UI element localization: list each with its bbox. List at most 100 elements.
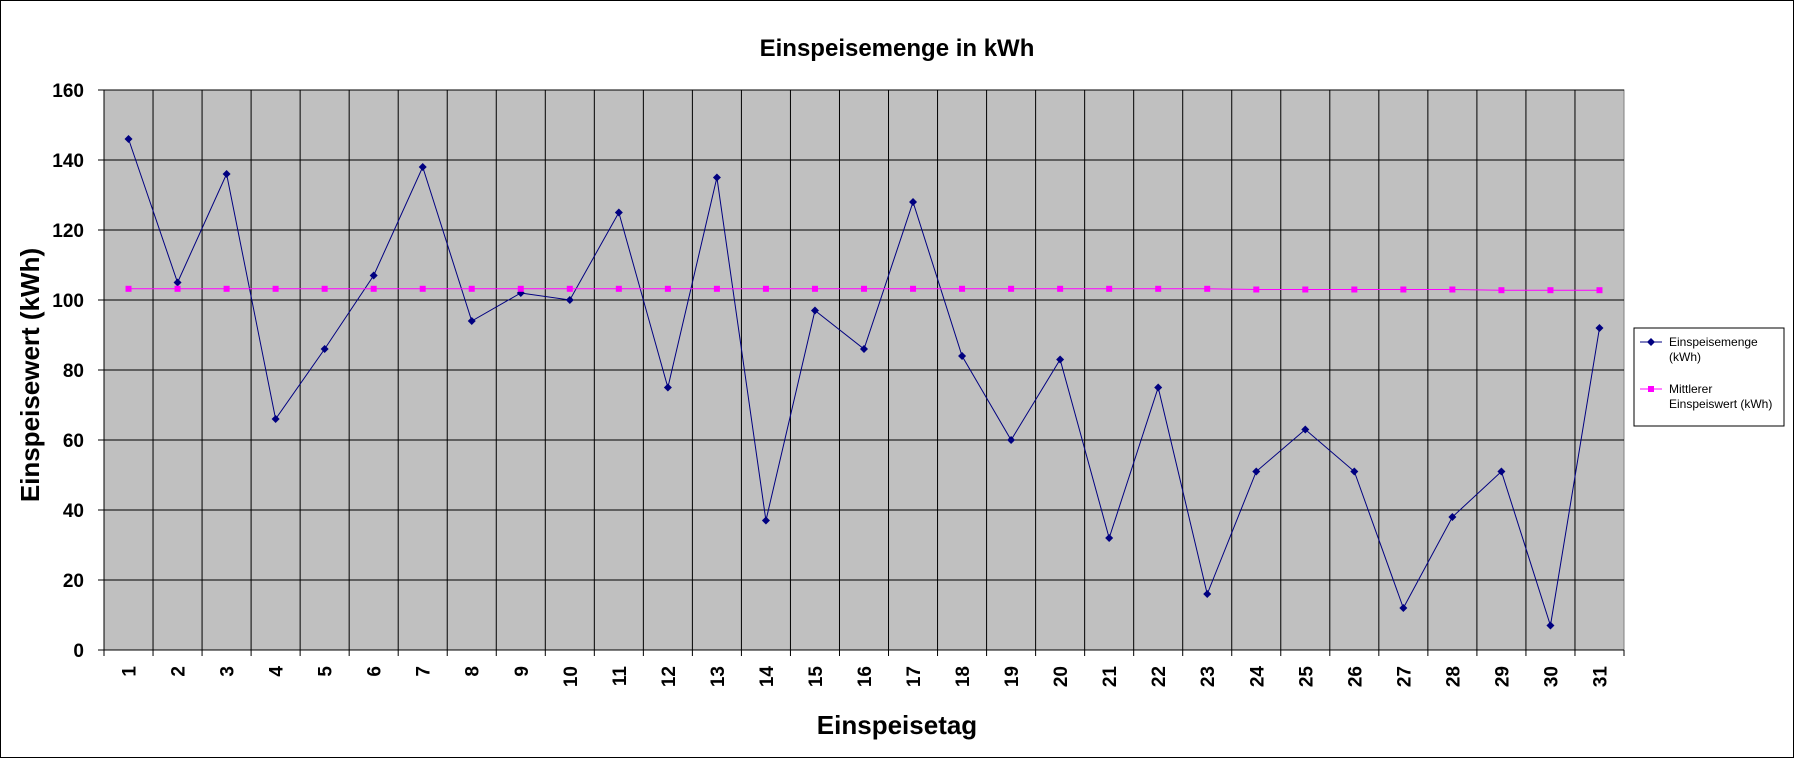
legend-label: (kWh) (1669, 350, 1701, 364)
data-point (1203, 590, 1212, 598)
data-point (467, 317, 476, 325)
data-point (958, 352, 967, 360)
y-tick-label: 120 (52, 221, 84, 242)
legend-marker (1647, 338, 1655, 346)
x-tick-label: 10 (561, 666, 582, 687)
x-tick-label: 9 (512, 666, 533, 677)
y-tick-label: 40 (63, 501, 84, 522)
y-tick-label: 100 (52, 291, 84, 312)
x-tick-label: 5 (316, 666, 337, 677)
data-point (1105, 534, 1114, 542)
x-tick-label: 17 (904, 666, 925, 687)
y-tick-label: 60 (63, 431, 84, 452)
y-tick-label: 0 (73, 641, 84, 662)
x-tick-label: 11 (610, 666, 631, 687)
x-tick-label: 3 (218, 666, 239, 677)
x-tick-label: 30 (1541, 666, 1562, 687)
x-axis-label: Einspeisetag (817, 710, 977, 740)
data-point (565, 296, 574, 304)
data-point (125, 285, 132, 292)
data-point (712, 173, 721, 182)
x-tick-label: 27 (1394, 666, 1415, 687)
legend-label: Mittlerer (1669, 382, 1712, 396)
data-point (663, 383, 672, 392)
data-point (1008, 285, 1015, 292)
data-point (1350, 467, 1359, 476)
data-point (761, 516, 770, 525)
x-tick-label: 23 (1198, 666, 1219, 687)
data-point (1448, 513, 1457, 521)
x-tick-label: 15 (806, 666, 827, 688)
x-tick-label: 4 (267, 666, 288, 677)
data-point (1007, 436, 1016, 444)
data-point (223, 285, 230, 292)
data-point (860, 345, 868, 353)
data-point (1595, 324, 1604, 332)
data-point (1498, 287, 1505, 294)
data-point (320, 345, 329, 353)
y-tick-label: 20 (63, 571, 84, 592)
data-point (174, 285, 181, 292)
data-point (370, 285, 377, 292)
x-tick-label: 8 (463, 666, 484, 677)
legend-box (1633, 327, 1785, 427)
data-point (615, 285, 622, 292)
data-point (1302, 286, 1309, 293)
data-point (910, 285, 917, 292)
x-tick-label: 12 (659, 666, 680, 687)
x-tick-label: 13 (708, 666, 729, 687)
x-tick-label: 20 (1051, 666, 1072, 687)
y-axis-label: Einspeisewert (kWh) (15, 248, 45, 502)
x-tick-label: 24 (1247, 666, 1268, 688)
data-point (1400, 286, 1407, 293)
y-tick-label: 140 (52, 151, 84, 172)
data-point (1497, 467, 1506, 476)
data-point (664, 285, 671, 292)
data-point (1253, 286, 1260, 293)
data-point (810, 306, 819, 315)
x-tick-label: 26 (1345, 666, 1366, 687)
data-point (1546, 621, 1555, 630)
x-tick-label: 28 (1443, 666, 1464, 687)
x-tick-label: 19 (1002, 666, 1023, 687)
data-point (909, 198, 918, 206)
data-point (419, 285, 426, 292)
data-point (1057, 285, 1064, 292)
data-point (173, 278, 182, 287)
data-point (1154, 383, 1163, 392)
x-tick-label: 21 (1100, 666, 1121, 688)
legend-marker (1648, 386, 1654, 392)
x-tick-label: 6 (365, 666, 386, 677)
data-point (124, 135, 133, 143)
data-point (614, 208, 623, 217)
data-point (566, 285, 573, 292)
data-point (1596, 287, 1603, 294)
legend-label: Einspeisemenge (1669, 335, 1758, 349)
x-tick-label: 7 (414, 666, 435, 677)
data-point (517, 285, 524, 292)
data-point (811, 285, 818, 292)
data-point (1301, 425, 1310, 434)
x-tick-label: 1 (120, 666, 141, 677)
data-point (1056, 355, 1065, 364)
y-tick-label: 160 (52, 81, 84, 102)
data-point (713, 285, 720, 292)
x-tick-label: 22 (1149, 666, 1170, 687)
data-point (959, 285, 966, 292)
x-tick-label: 18 (953, 666, 974, 687)
data-point (222, 170, 231, 178)
data-point (1106, 285, 1113, 292)
x-tick-label: 29 (1492, 666, 1513, 687)
data-point (1252, 467, 1261, 476)
x-tick-label: 2 (169, 666, 190, 677)
data-point (1351, 286, 1358, 293)
data-point (468, 285, 475, 292)
data-point (1449, 286, 1456, 293)
data-point (271, 415, 280, 423)
x-tick-label: 31 (1590, 666, 1611, 688)
data-point (272, 285, 279, 292)
data-point (369, 271, 378, 280)
